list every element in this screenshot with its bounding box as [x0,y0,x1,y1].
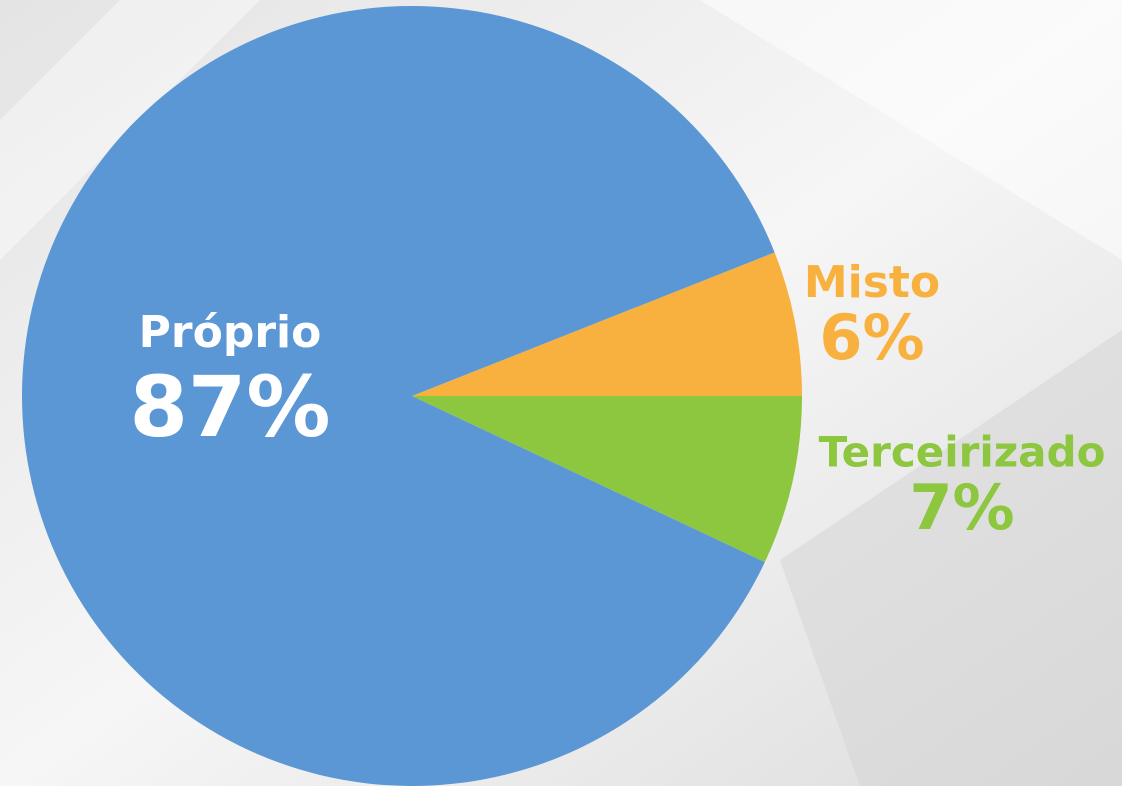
pie-slice [412,252,802,396]
slice-value: 7% [909,471,1014,544]
bg-shape [700,0,1122,260]
bg-shape [780,330,1122,786]
pie-slice [22,6,775,786]
slice-label: Misto [804,257,940,308]
pie-slice [412,396,802,563]
slice-label: Terceirizado [819,428,1106,477]
pie [22,6,802,786]
slice-value: 6% [819,301,924,374]
slice-label: Próprio [139,307,322,358]
slice-value: 87% [129,358,330,456]
